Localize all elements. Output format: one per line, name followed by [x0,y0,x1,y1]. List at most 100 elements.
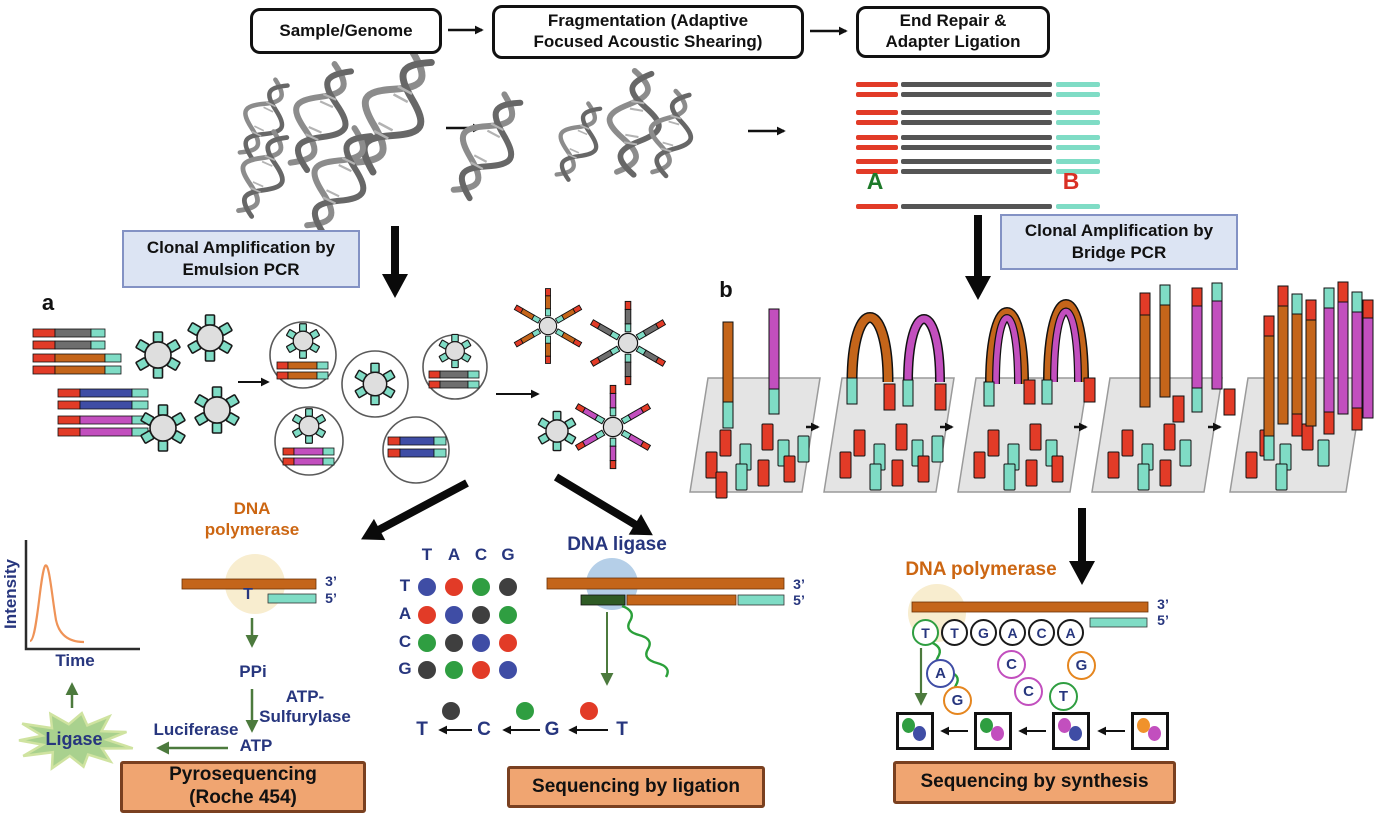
primer [1003,463,1016,491]
primer [757,459,770,487]
graph-y-label: Intensity [1,559,20,629]
free-nucleotide-circle: T [1049,682,1078,711]
matrix-dot [445,634,463,652]
arrow-to-bridge [965,215,991,300]
ligation-3prime: 3’ [793,576,805,592]
result-dot [1069,726,1082,741]
step-label: End Repair & Adapter Ligation [885,11,1021,51]
primer [1159,459,1172,487]
matrix-row-header: C [398,632,412,651]
primer [1245,451,1258,479]
result-dot [980,718,993,733]
template-base-circle: A [1057,619,1084,646]
emulsion-arrows [238,377,540,399]
primer [797,435,810,463]
atp-label: ATP [239,736,273,755]
step-sample-genome: Sample/Genome [250,8,442,54]
arrow-to-synthesis [1069,508,1095,585]
thick-arrows [361,215,1095,585]
ligation-template [546,558,785,686]
pyro-template [181,554,317,614]
fluorophore-tail [621,604,669,678]
sulfurylase-label: ATP-Sulfurylase [259,687,351,727]
adapter-ligated-fragments [856,82,1100,209]
step-label: Fragmentation (Adaptive Focused Acoustic… [533,11,763,51]
primer [895,423,908,451]
result-dot [1137,718,1150,733]
free-nucleotide-circle: G [943,686,972,715]
primer [783,455,796,483]
result-dot [902,718,915,733]
arrow-to-ligation [553,473,653,536]
result-dot [913,726,926,741]
matrix-dot [418,634,436,652]
primer [715,471,728,499]
read-dot [442,702,460,720]
template-base-circle: A [999,619,1026,646]
step-label: Sample/Genome [279,20,413,40]
result-box [1131,712,1169,750]
label-bridge-pcr: Clonal Amplification by Bridge PCR [1000,214,1238,270]
primer [973,451,986,479]
matrix-dot [499,606,517,624]
step-end-repair: End Repair & Adapter Ligation [856,6,1050,58]
free-nucleotide-circle: A [926,659,955,688]
primer [931,435,944,463]
pyro-graph [24,540,140,651]
primer [1317,439,1330,467]
matrix-dot [445,606,463,624]
template-base-circle: T [941,619,968,646]
ligation-enzyme-label: DNA ligase [567,534,667,555]
matrix-dot [418,606,436,624]
template-base-circle: G [970,619,997,646]
genomic-dna-helices [226,43,536,240]
read-letter: G [544,719,560,740]
matrix-dot [418,578,436,596]
primer [705,451,718,479]
pyro-3prime: 3’ [325,573,337,589]
step-fragmentation: Fragmentation (Adaptive Focused Acoustic… [492,5,804,59]
matrix-col-header: G [501,545,515,564]
pyro-title: Pyrosequencing (Roche 454) [120,761,366,813]
emulsion-fragments [32,328,149,437]
amplified-beads [513,288,667,470]
free-nucleotide-circle: G [1067,651,1096,680]
primer [719,429,732,457]
matrix-dot [445,661,463,679]
primer [891,459,904,487]
pyro-5prime: 5’ [325,590,337,606]
primer [761,423,774,451]
primer [1275,463,1288,491]
free-nucleotide-circle: C [997,650,1026,679]
flow-arrows [446,25,848,136]
synthesis-enzyme-label: DNA polymerase [905,559,1057,580]
free-nucleotide-circle: C [1014,677,1043,706]
primer [839,451,852,479]
matrix-row-header: G [398,659,412,678]
panel-b-letter: b [719,277,733,302]
ligation-title: Sequencing by ligation [507,766,765,808]
adapter-b-label: B [1062,168,1080,194]
panel-a-letter: a [41,290,55,315]
primer [1179,439,1192,467]
template-base-circle: C [1028,619,1055,646]
read-dot [516,702,534,720]
primer [1137,463,1150,491]
result-dot [991,726,1004,741]
matrix-dot [472,661,490,679]
synthesis-title: Sequencing by synthesis [893,761,1176,804]
pyro-enzyme-label: DNA polymerase [204,499,300,540]
primer [853,429,866,457]
capture-beads [135,314,240,452]
ligation-5prime: 5’ [793,592,805,608]
label-emulsion-pcr: Clonal Amplification by Emulsion PCR [122,230,360,288]
primer [735,463,748,491]
matrix-dot [418,661,436,679]
pyro-reaction-arrows [65,618,259,755]
read-dot [580,702,598,720]
result-dot [1058,718,1071,733]
synthesis-5prime: 5’ [1157,612,1169,628]
graph-x-label: Time [55,651,95,670]
primer [1051,455,1064,483]
